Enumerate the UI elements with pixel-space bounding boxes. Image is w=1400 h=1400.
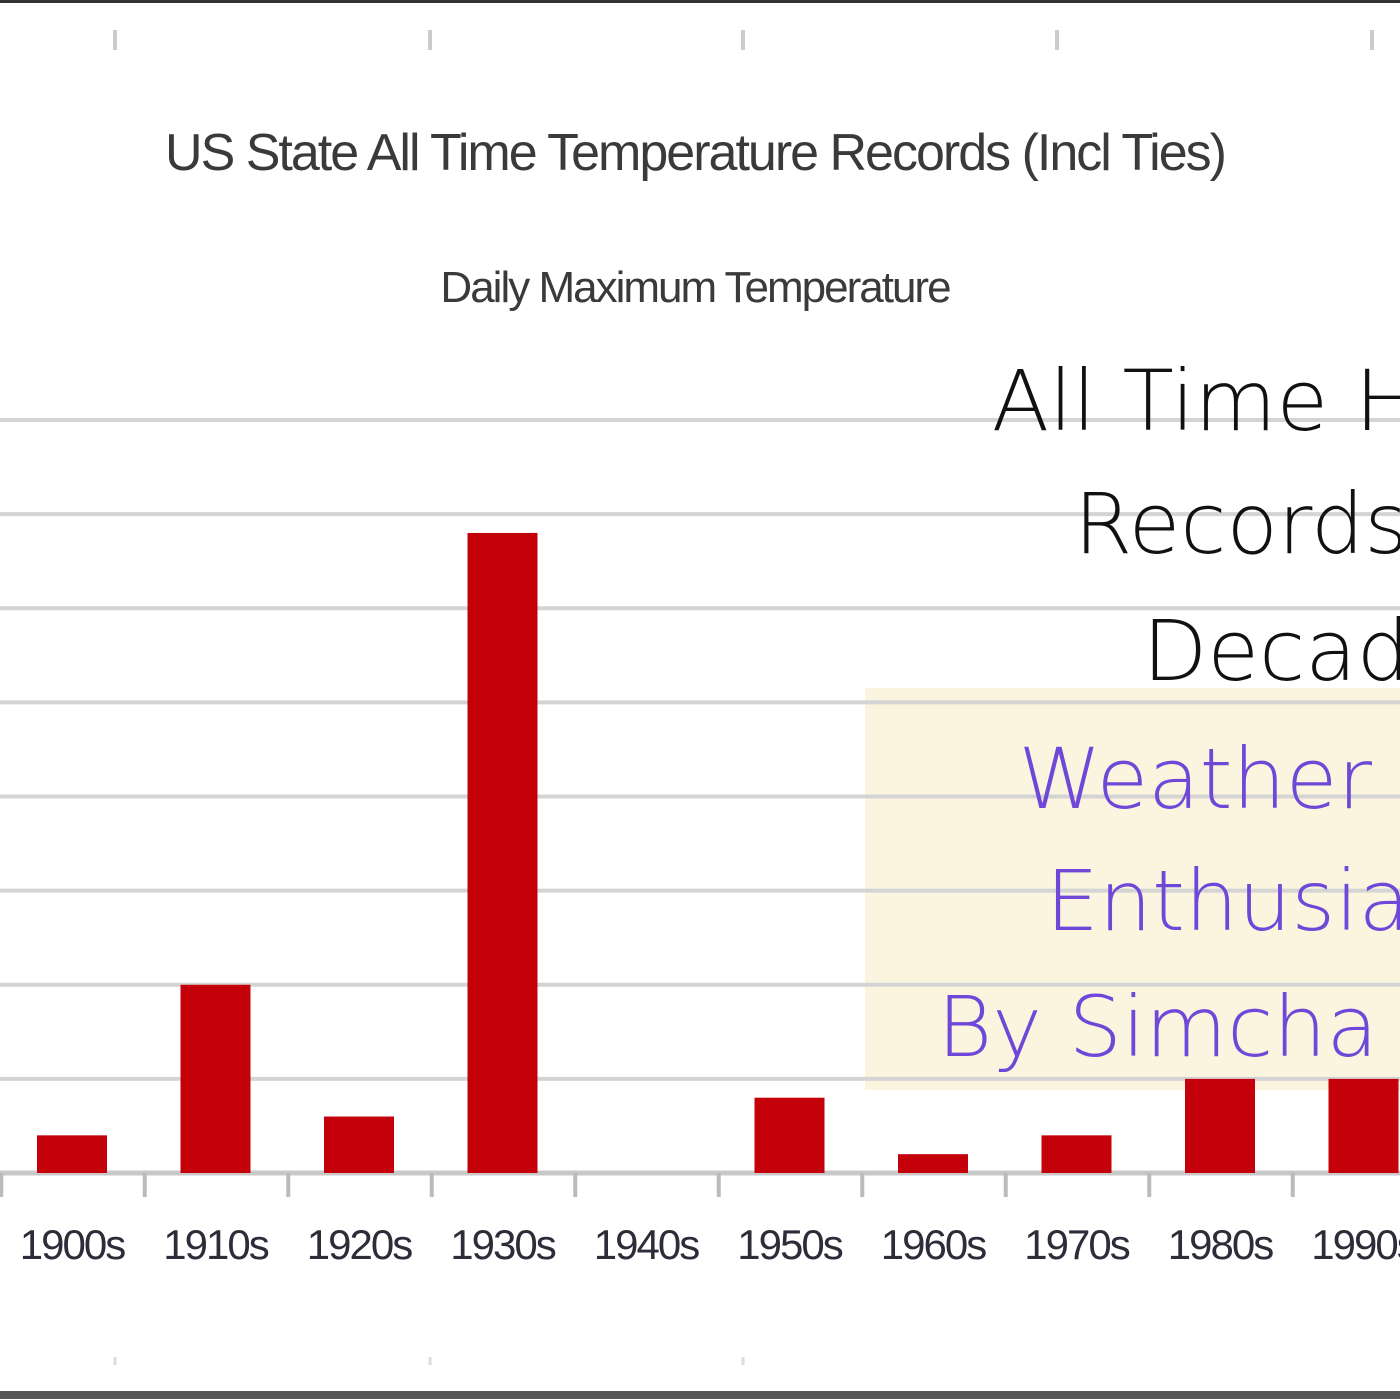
top-ticks (113, 30, 1374, 1365)
x-tick-label-1930s: 1930s (450, 1221, 555, 1268)
chart-subtitle: Daily Maximum Temperature (440, 263, 950, 312)
x-tick-label-1900s: 1900s (20, 1221, 125, 1268)
bar-1950s (754, 1097, 825, 1173)
bar-1980s (1185, 1078, 1255, 1173)
bar-1930s (467, 532, 538, 1173)
bar-1970s (1041, 1135, 1112, 1173)
credit-line-2: Enthusia (1046, 852, 1400, 950)
x-tick-label-1960s: 1960s (881, 1221, 986, 1268)
x-axis-ticks (0, 1173, 1295, 1197)
x-tick-label-1970s: 1970s (1024, 1221, 1129, 1268)
bars (37, 532, 1399, 1173)
bar-1960s (898, 1154, 968, 1173)
x-tick-label-1920s: 1920s (307, 1221, 412, 1268)
overlay-heading-line-2: Records (1074, 475, 1400, 573)
credit-line-3: By Simcha (937, 978, 1378, 1076)
chart-title: US State All Time Temperature Records (I… (165, 124, 1225, 182)
overlay-heading-line-1: All Time H (992, 352, 1400, 450)
bar-1990s (1328, 1078, 1399, 1173)
x-tick-label-1940s: 1940s (594, 1221, 699, 1268)
x-tick-label-1990s: 1990s (1311, 1221, 1400, 1268)
bar-1920s (324, 1116, 394, 1173)
credit-line-1: Weather (1018, 730, 1372, 828)
x-tick-label-1910s: 1910s (163, 1221, 268, 1268)
x-axis-labels: 1900s 1910s 1920s 1930s 1940s 1950s 1960s 1970s… (20, 1221, 1400, 1268)
overlay-text: All Time H Records Decad Weather Enthusi… (937, 352, 1400, 1076)
x-tick-label-1950s: 1950s (737, 1221, 842, 1268)
overlay-heading-line-3: Decad (1143, 602, 1400, 700)
x-tick-label-1980s: 1980s (1168, 1221, 1273, 1268)
bar-1910s (180, 984, 251, 1173)
bar-1900s (37, 1135, 107, 1173)
